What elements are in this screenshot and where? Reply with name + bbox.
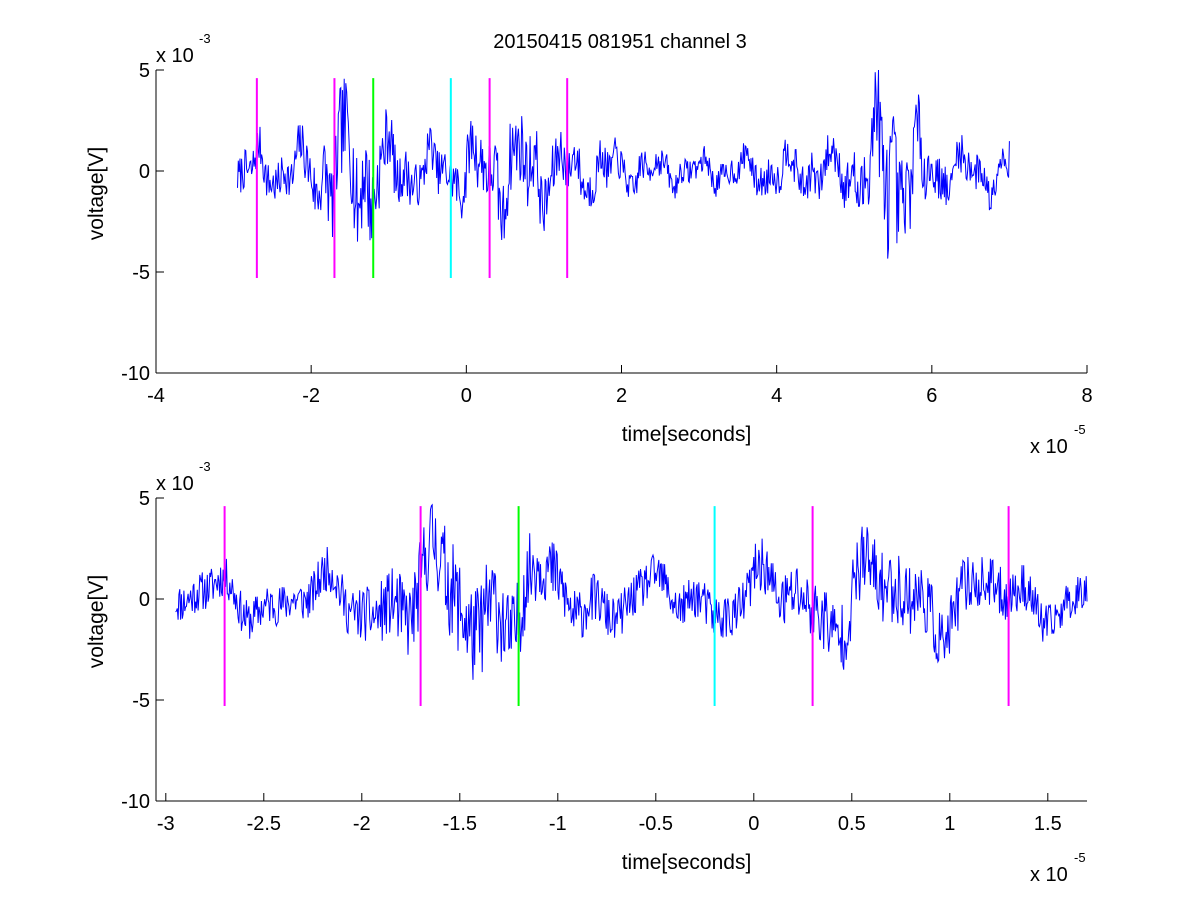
- y-tick-label: -5: [132, 262, 150, 284]
- y-multiplier-exponent: -3: [199, 31, 211, 46]
- x-tick-label: 1.5: [1034, 813, 1062, 835]
- y-tick-label: -5: [132, 690, 150, 712]
- x-tick-label: 0: [748, 813, 759, 835]
- y-axis-label: voltage[V]: [85, 147, 108, 240]
- x-multiplier-exponent: -5: [1074, 850, 1086, 865]
- x-tick-label: 1: [944, 813, 955, 835]
- x-multiplier: x 10: [1030, 864, 1068, 886]
- bottom-axes: -3 -2.5 -2 -1.5 -1 -0.5 0 0.5 1 1.5 -10 -5 0 5 time[se…: [85, 459, 1088, 886]
- x-tick-label: -1: [549, 813, 567, 835]
- figure-title: 20150415 081951 channel 3: [493, 31, 747, 53]
- x-tick-label: -4: [147, 385, 165, 407]
- x-tick-label: -1.5: [443, 813, 477, 835]
- y-tick-label: -10: [121, 363, 150, 385]
- x-tick-label: -2.5: [247, 813, 281, 835]
- x-tick-label: -2: [353, 813, 371, 835]
- y-multiplier: x 10: [156, 473, 194, 495]
- x-tick-label: 6: [926, 385, 937, 407]
- x-multiplier: x 10: [1030, 436, 1068, 458]
- top-axes: -4 -2 0 2 4 6 8 -10 -5 0 5 time[seconds] voltage[V] x…: [85, 31, 1093, 458]
- x-tick-label: -2: [302, 385, 320, 407]
- y-tick-label: 5: [139, 60, 150, 82]
- x-tick-label: 0: [461, 385, 472, 407]
- x-multiplier-exponent: -5: [1074, 422, 1086, 437]
- x-tick-label: 0.5: [838, 813, 866, 835]
- y-multiplier: x 10: [156, 45, 194, 67]
- signal-trace: [175, 503, 1088, 680]
- x-axis-label: time[seconds]: [622, 423, 752, 446]
- x-tick-label: -0.5: [639, 813, 673, 835]
- x-tick-label: 2: [616, 385, 627, 407]
- x-tick-label: 8: [1081, 385, 1092, 407]
- y-tick-label: 5: [139, 488, 150, 510]
- y-tick-label: 0: [139, 589, 150, 611]
- signal-trace: [237, 69, 1010, 259]
- y-tick-label: -10: [121, 791, 150, 813]
- x-tick-label: -3: [157, 813, 175, 835]
- y-axis-label: voltage[V]: [85, 575, 108, 668]
- x-tick-label: 4: [771, 385, 782, 407]
- y-tick-label: 0: [139, 161, 150, 183]
- y-multiplier-exponent: -3: [199, 459, 211, 474]
- x-axis-label: time[seconds]: [622, 851, 752, 874]
